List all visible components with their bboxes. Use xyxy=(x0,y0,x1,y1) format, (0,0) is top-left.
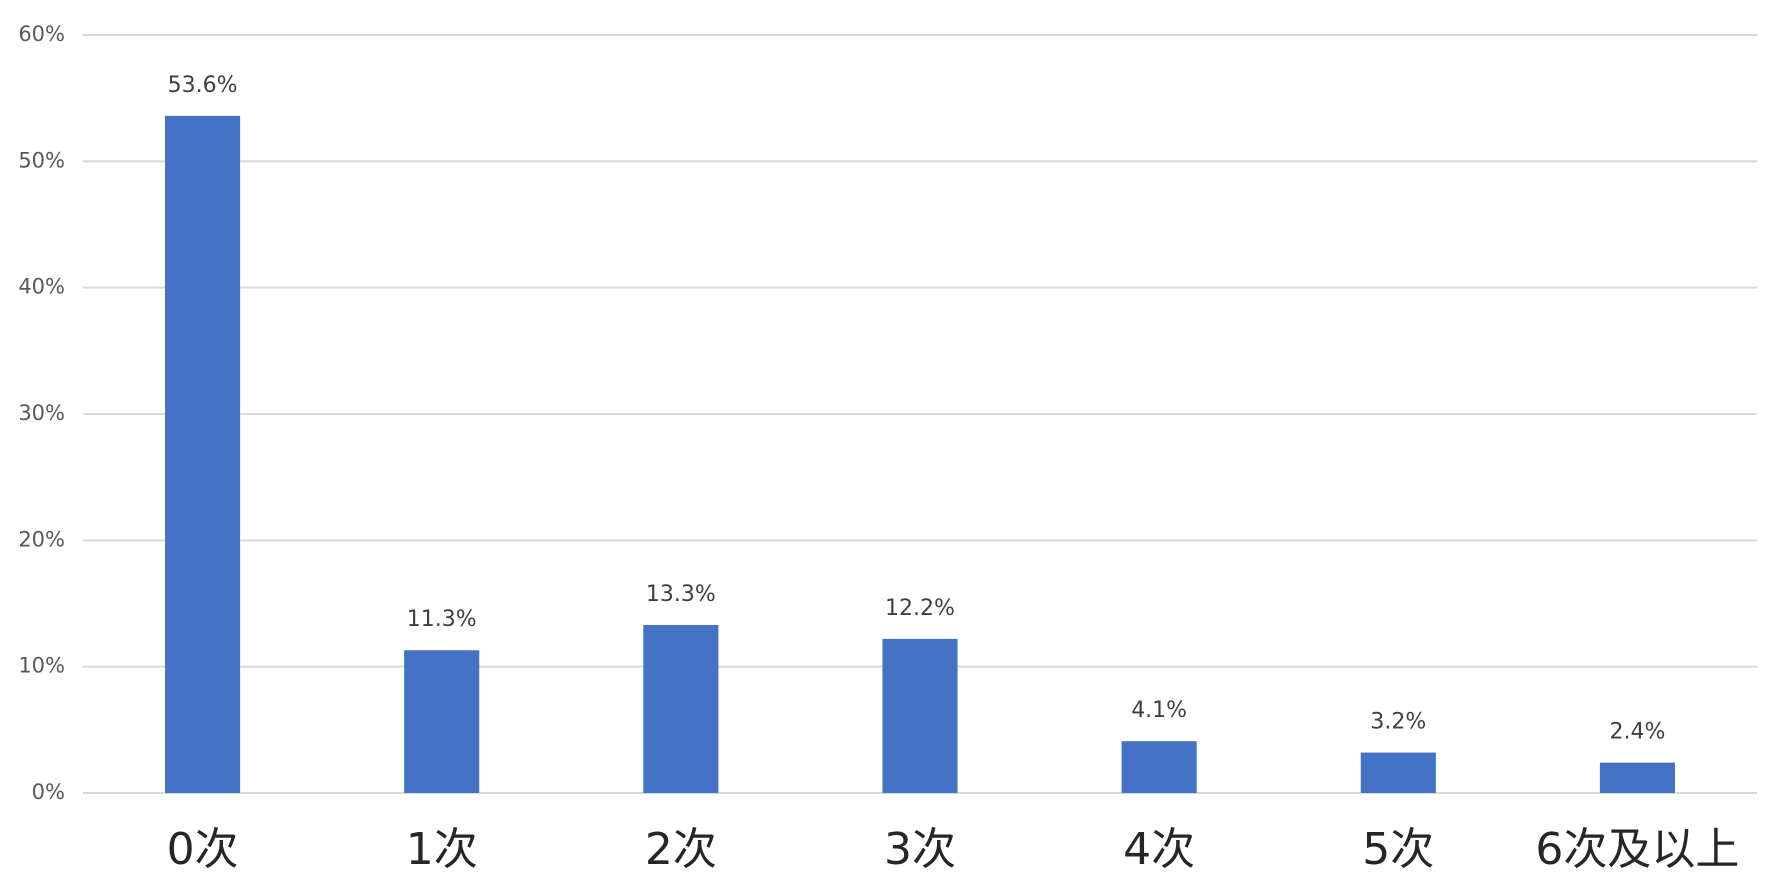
x-tick-label: 2次 xyxy=(645,824,717,875)
x-tick-label: 0次 xyxy=(167,824,239,875)
value-label: 4.1% xyxy=(1131,698,1187,723)
bar xyxy=(1599,762,1675,793)
value-label: 11.3% xyxy=(407,607,477,632)
bar xyxy=(165,115,241,793)
value-label: 2.4% xyxy=(1609,720,1665,745)
x-tick-label: 6次及以上 xyxy=(1535,824,1739,875)
bar xyxy=(882,638,958,793)
value-label: 53.6% xyxy=(168,73,238,98)
x-tick-label: 5次 xyxy=(1362,824,1434,875)
value-label: 3.2% xyxy=(1370,710,1426,735)
bar xyxy=(1121,741,1197,793)
x-tick-label: 4次 xyxy=(1123,824,1195,875)
y-tick-label: 40% xyxy=(18,275,65,299)
y-tick-label: 20% xyxy=(18,527,65,551)
x-tick-label: 3次 xyxy=(884,824,956,875)
y-tick-label: 10% xyxy=(18,654,65,678)
y-tick-label: 30% xyxy=(18,401,65,425)
bar xyxy=(643,624,719,793)
y-tick-label: 0% xyxy=(32,780,65,804)
value-label: 13.3% xyxy=(646,582,716,607)
bar xyxy=(1360,752,1436,793)
value-label: 12.2% xyxy=(885,596,955,621)
y-tick-label: 50% xyxy=(18,148,65,172)
y-tick-label: 60% xyxy=(18,22,65,46)
x-tick-label: 1次 xyxy=(406,824,478,875)
bar xyxy=(404,650,480,793)
